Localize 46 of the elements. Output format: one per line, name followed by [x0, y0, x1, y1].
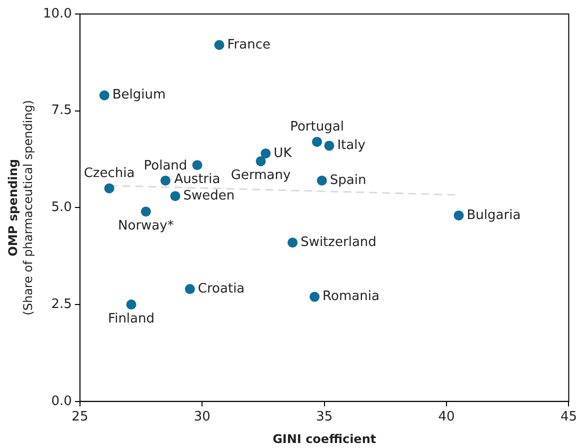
- point: [160, 176, 170, 186]
- annotation: France: [227, 37, 270, 52]
- x-axis-title: GINI coefficient: [272, 432, 376, 446]
- annotation: Poland: [144, 158, 188, 174]
- x-tick-label: 35: [316, 410, 333, 425]
- y-tick-label: 2.5: [51, 296, 72, 312]
- annotation: Belgium: [112, 88, 166, 103]
- annotation: UK: [274, 146, 292, 161]
- x-tick-label: 25: [72, 410, 88, 425]
- annotation: Austria: [174, 172, 220, 187]
- y-tick-label: 0.0: [51, 394, 72, 409]
- point: [140, 206, 151, 217]
- point: [99, 90, 110, 100]
- annotation: Bulgaria: [466, 208, 521, 223]
- y-tick-label: 10.0: [42, 6, 72, 22]
- point: [256, 156, 266, 166]
- point: [454, 210, 464, 220]
- x-tick-label: 45: [560, 410, 577, 425]
- point: [126, 300, 136, 310]
- point: [104, 183, 114, 194]
- annotation: Italy: [337, 138, 366, 154]
- point: [324, 140, 334, 151]
- point: [260, 148, 271, 158]
- x-tick-label: 40: [438, 410, 455, 425]
- annotation: Croatia: [198, 281, 245, 296]
- annotation: Sweden: [183, 188, 235, 204]
- annotation: Spain: [330, 172, 366, 188]
- x-tick-label: 30: [194, 410, 210, 425]
- annotation: Germany: [230, 168, 291, 184]
- point: [192, 160, 202, 170]
- point: [316, 176, 327, 186]
- annotation: Romania: [322, 289, 380, 304]
- point: [214, 40, 224, 50]
- annotation: Czechia: [84, 166, 135, 182]
- y-axis-title: OMP spending (Share of pharmaceutical spending): [6, 100, 36, 316]
- annotation: Finland: [108, 311, 154, 326]
- point: [312, 136, 322, 147]
- annotation: Switzerland: [300, 234, 376, 250]
- point: [184, 284, 195, 294]
- annotation: Norway*: [118, 218, 174, 234]
- annotation: Portugal: [290, 120, 344, 135]
- point: [288, 238, 298, 248]
- y-tick-label: 5.0: [51, 200, 72, 216]
- point: [310, 292, 320, 302]
- y-tick-label: 7.5: [51, 103, 72, 118]
- point: [170, 191, 180, 202]
